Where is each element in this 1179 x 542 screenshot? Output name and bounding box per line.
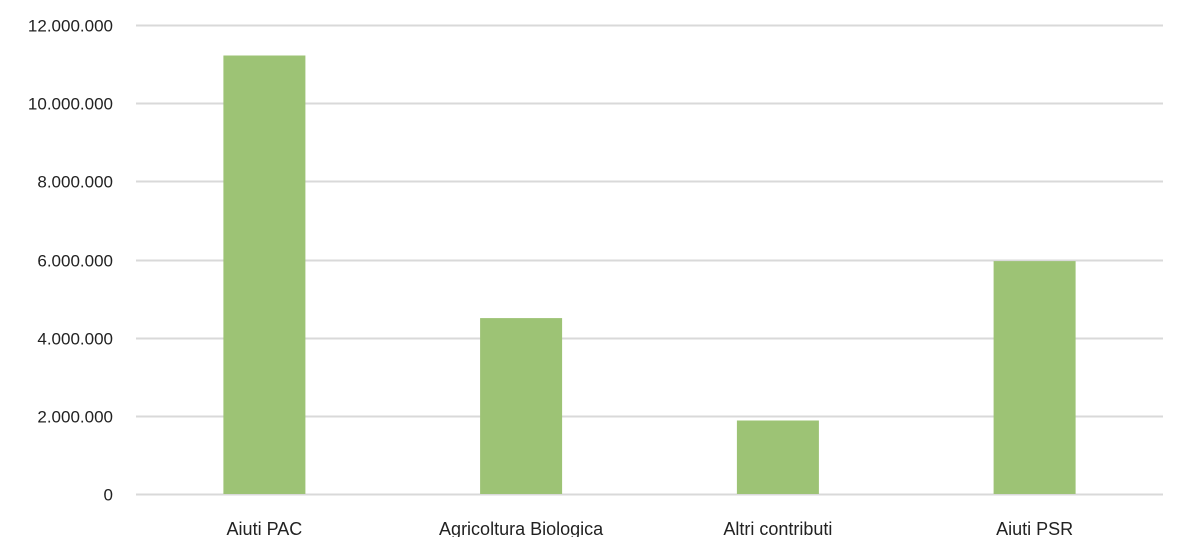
y-tick-label: 0: [104, 486, 113, 505]
y-tick-label: 6.000.000: [37, 252, 113, 271]
bar: [223, 55, 306, 494]
x-tick-label: Aiuti PSR: [996, 519, 1073, 537]
bars: [223, 55, 1076, 494]
x-axis-tick-labels: Aiuti PAC Agricoltura Biologica Altri cont…: [227, 519, 1074, 539]
y-tick-label: 8.000.000: [37, 173, 113, 192]
x-tick-label: Agricoltura Biologica: [439, 519, 604, 537]
y-tick-label: 2.000.000: [37, 408, 113, 427]
bar: [993, 261, 1076, 494]
y-tick-label: 10.000.000: [28, 95, 113, 114]
bar: [480, 318, 563, 494]
bar: [736, 420, 819, 494]
y-tick-label: 12.000.000: [28, 17, 113, 36]
y-axis-tick-labels: 0 2.000.000 4.000.000 6.000.000 8.000.000 10.…: [28, 17, 113, 505]
y-tick-label: 4.000.000: [37, 330, 113, 349]
x-tick-label: Altri contributi: [723, 519, 832, 537]
gridlines: [136, 24, 1163, 496]
x-tick-label: Aiuti PAC: [227, 519, 303, 537]
